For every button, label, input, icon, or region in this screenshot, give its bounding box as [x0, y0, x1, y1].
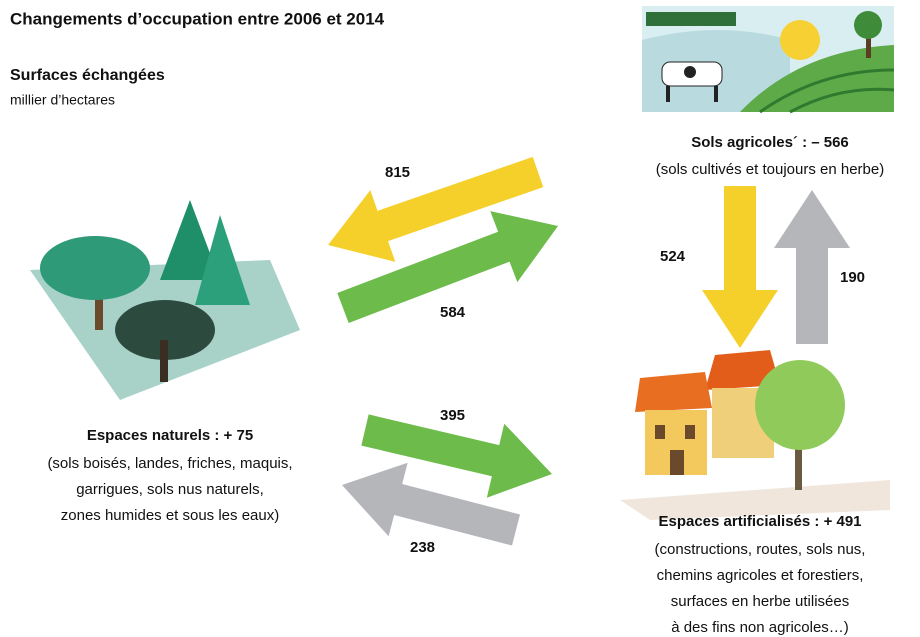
node-description: à des fins non agricoles…) [671, 619, 849, 636]
node-description: chemins agricoles et forestiers, [657, 567, 864, 584]
town-illustration [620, 350, 890, 520]
subtitle: Surfaces échangées [10, 67, 165, 84]
forest-illustration [30, 200, 300, 400]
flow-label: 395 [440, 407, 465, 424]
diagram: Changements d’occupation entre 2006 et 2… [0, 0, 920, 637]
node-label: Sols agricoles´ : – 566 [691, 134, 849, 151]
node-description: garrigues, sols nus naturels, [76, 481, 264, 498]
flow-label: 584 [440, 304, 466, 321]
flow-label: 238 [410, 539, 435, 556]
unit: millier d’hectares [10, 92, 115, 108]
flow-arrow [702, 186, 778, 348]
node-description: (sols boisés, landes, friches, maquis, [47, 455, 292, 472]
node-description: (constructions, routes, sols nus, [655, 541, 866, 558]
flow-label: 190 [840, 269, 865, 286]
flow-label: 524 [660, 248, 686, 265]
flow-arrow [774, 190, 850, 344]
node-description: (sols cultivés et toujours en herbe) [656, 161, 884, 178]
farm-illustration [642, 6, 894, 112]
flow-label: 815 [385, 164, 410, 181]
node-description: surfaces en herbe utilisées [671, 593, 849, 610]
node-label: Espaces naturels : + 75 [87, 427, 253, 444]
title: Changements d’occupation entre 2006 et 2… [10, 9, 385, 28]
node-description: zones humides et sous les eaux) [61, 507, 279, 524]
node-label: Espaces artificialisés : + 491 [658, 513, 861, 530]
